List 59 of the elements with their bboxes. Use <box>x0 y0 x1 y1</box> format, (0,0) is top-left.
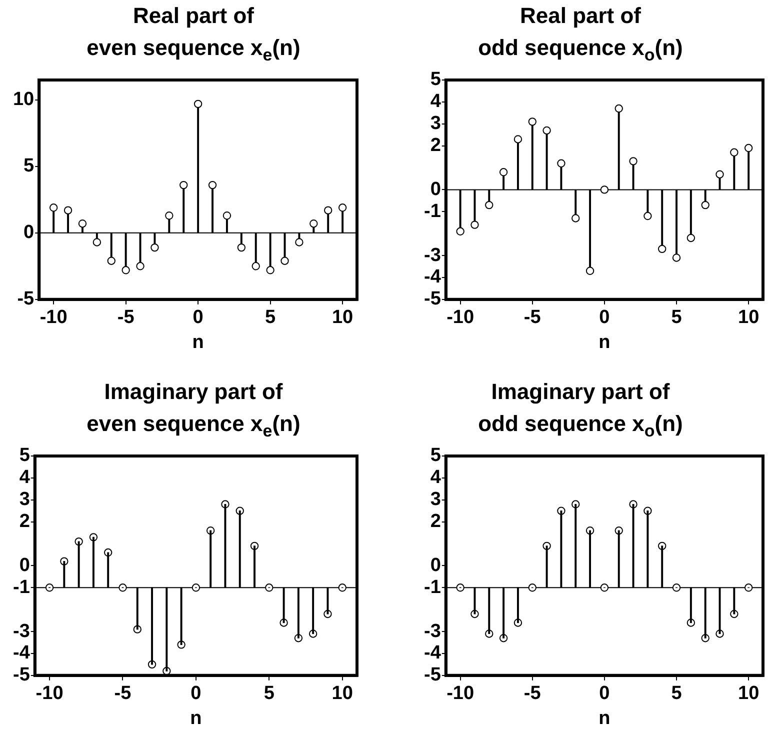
y-tick-label: 2 <box>430 511 441 532</box>
y-tick-label: 3 <box>430 489 441 510</box>
x-axis-title: n <box>598 332 610 353</box>
y-tick-label: -5 <box>424 664 442 686</box>
y-tick-label: -4 <box>12 642 30 664</box>
y-tick-label: 0 <box>24 222 34 244</box>
x-tick-label: 0 <box>599 307 610 328</box>
x-axis-title: n <box>598 708 610 729</box>
x-tick-label: -5 <box>117 307 135 328</box>
y-tick-label: 4 <box>19 467 30 488</box>
y-tick-label: 5 <box>19 445 30 466</box>
x-tick-label: -5 <box>114 683 132 704</box>
x-axis-title: n <box>190 708 202 729</box>
chart-title: Imaginary part of odd sequence x$_{o}$(n) <box>477 378 684 442</box>
x-tick-label: -10 <box>446 683 474 704</box>
y-tick-label: 0 <box>430 178 441 200</box>
y-tick-label: 4 <box>430 467 442 488</box>
y-tick-label: 0 <box>430 554 441 576</box>
y-tick-label: 5 <box>430 445 442 466</box>
x-tick-label: -10 <box>36 683 64 704</box>
y-tick-label: -5 <box>12 664 30 686</box>
x-tick-label: -5 <box>524 683 542 704</box>
x-tick-label: 10 <box>738 683 760 704</box>
y-tick-label: 5 <box>24 156 35 177</box>
y-tick-label: -3 <box>424 620 441 642</box>
y-tick-label: 0 <box>19 554 30 576</box>
y-tick-label: 10 <box>12 89 34 110</box>
y-tick-label: -3 <box>424 244 441 266</box>
y-tick-label: 3 <box>19 489 30 510</box>
x-tick-label: 0 <box>190 683 202 704</box>
x-tick-label: -5 <box>524 307 542 328</box>
x-tick-label: -10 <box>40 307 68 328</box>
x-tick-label: 5 <box>671 683 682 704</box>
chart-title: Imaginary part of even sequence x$_{e}$(n) <box>86 378 302 442</box>
chart-title: Real part of even sequence x$_{e}$(n) <box>86 2 302 66</box>
y-tick-label: -1 <box>12 576 30 598</box>
x-tick-label: 10 <box>332 683 353 704</box>
x-tick-label: 0 <box>599 683 610 704</box>
y-tick-label: -5 <box>424 288 442 310</box>
x-tick-label: 10 <box>738 307 760 328</box>
y-tick-label: -4 <box>424 642 442 664</box>
y-tick-label: -1 <box>424 576 442 598</box>
y-tick-label: 2 <box>430 135 441 156</box>
y-tick-label: 2 <box>19 511 30 532</box>
y-tick-label: -4 <box>424 266 442 288</box>
y-tick-label: -5 <box>17 288 35 310</box>
x-tick-label: 0 <box>192 307 204 328</box>
x-tick-label: 5 <box>265 307 276 328</box>
x-tick-label: 5 <box>671 307 682 328</box>
y-tick-label: -1 <box>424 200 442 222</box>
y-tick-label: 4 <box>430 91 442 112</box>
y-tick-label: -3 <box>12 620 30 642</box>
chart-title: Real part of odd sequence x$_{o}$(n) <box>477 2 684 66</box>
y-tick-label: 3 <box>430 113 441 134</box>
x-axis-title: n <box>192 332 204 353</box>
y-tick-label: 5 <box>430 69 442 90</box>
x-tick-label: 10 <box>332 307 354 328</box>
x-tick-label: -10 <box>446 307 474 328</box>
x-tick-label: 5 <box>264 683 275 704</box>
